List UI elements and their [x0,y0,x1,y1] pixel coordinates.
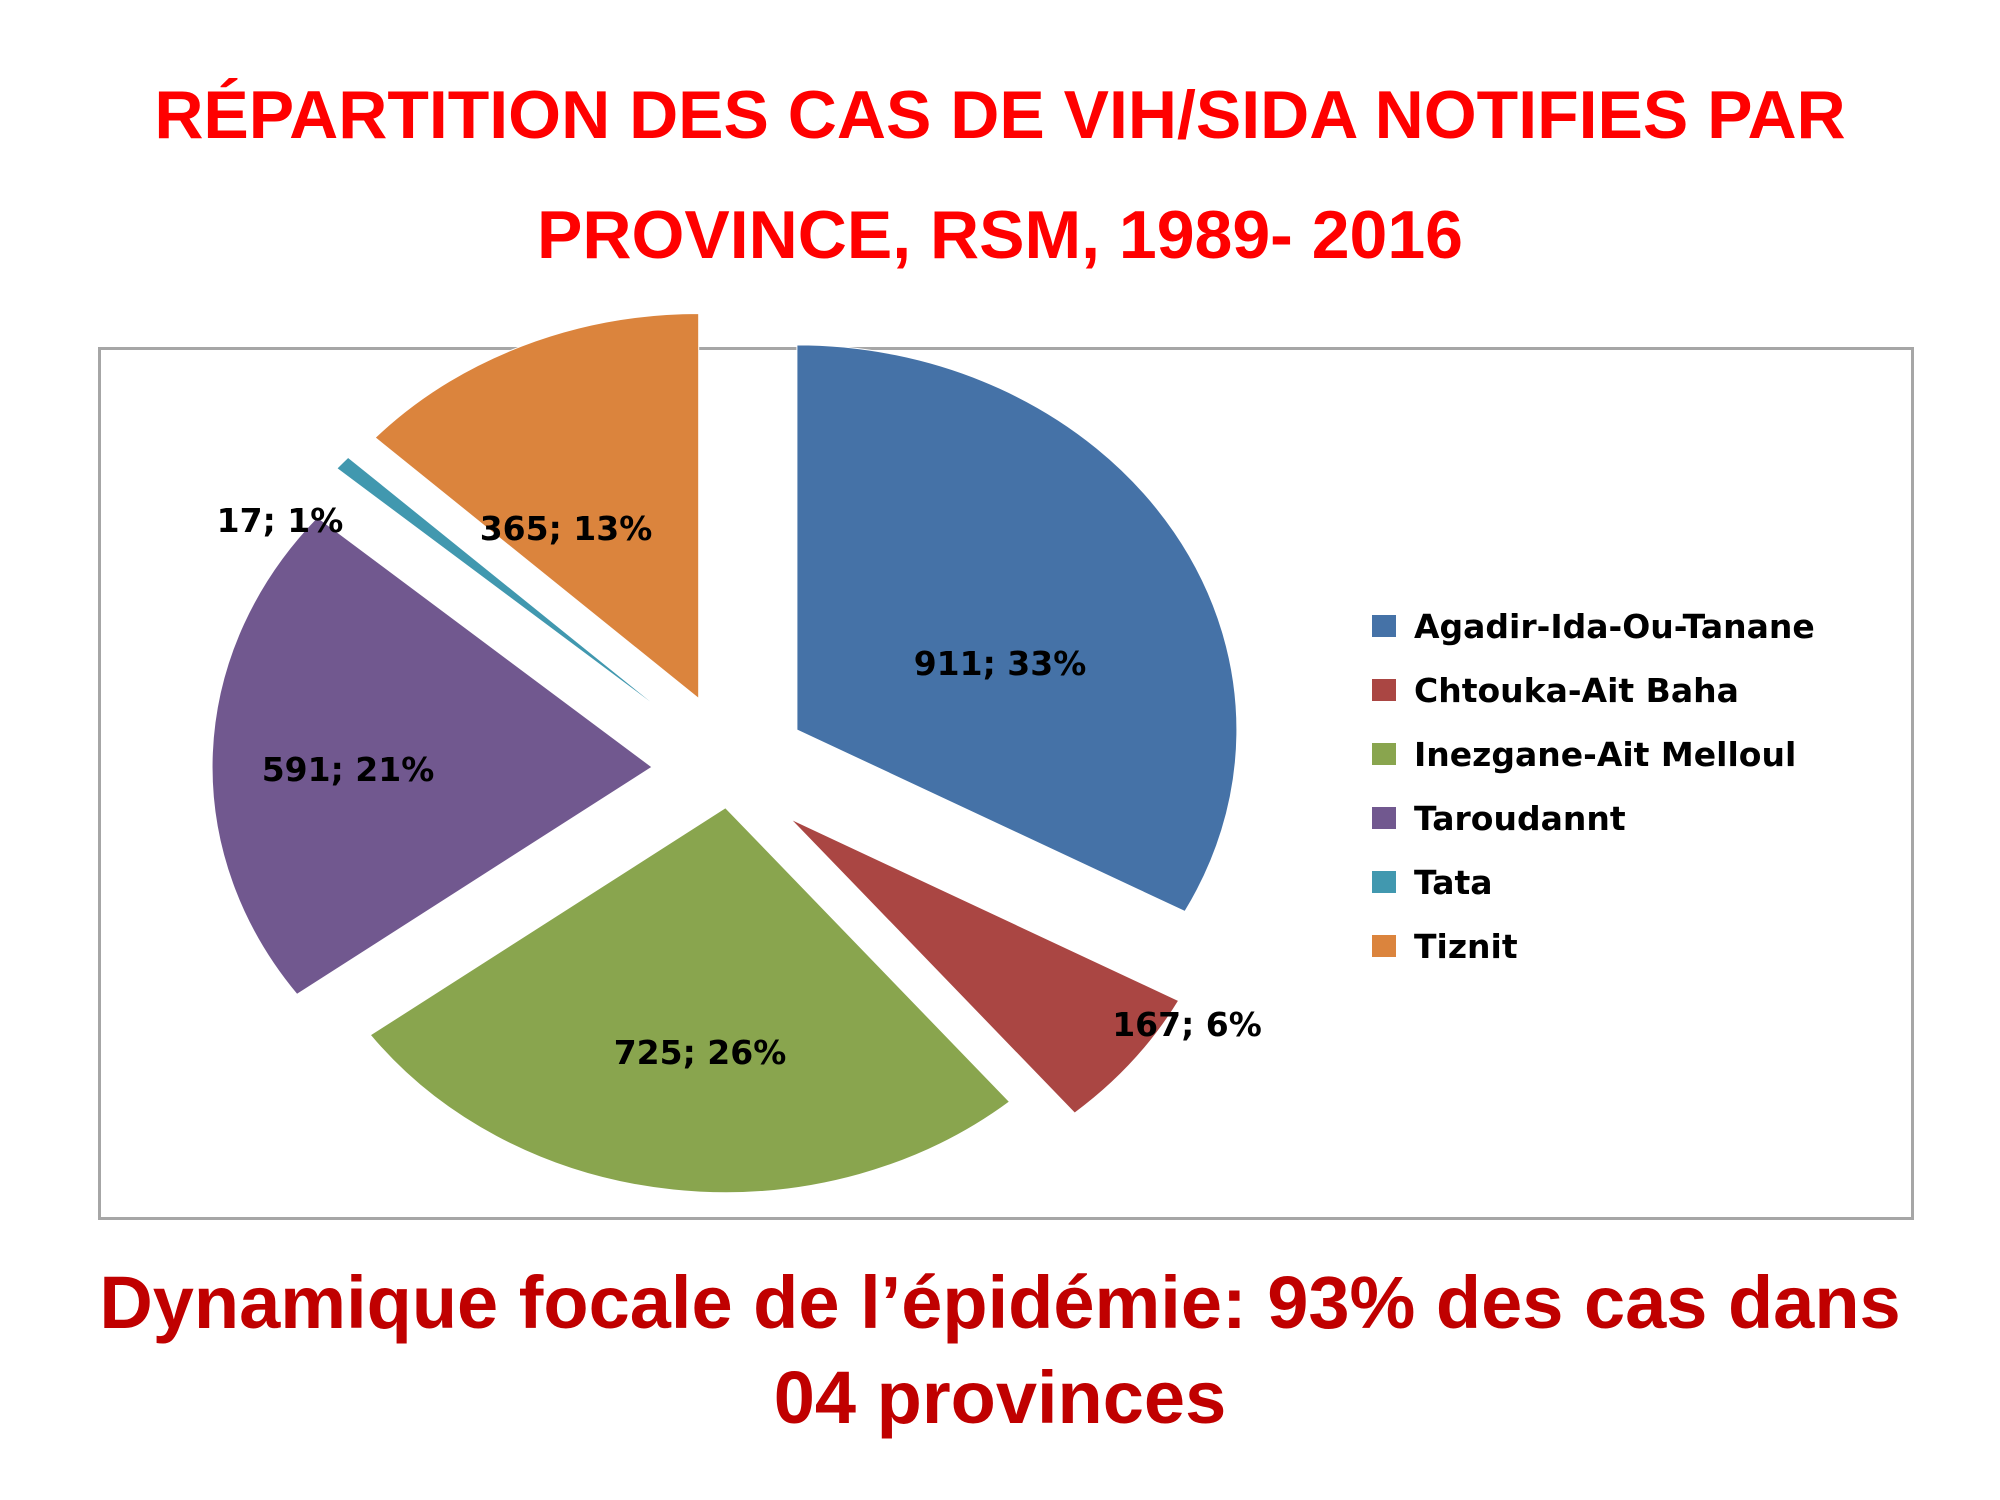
pie-slice-chtouka-ait-baha [790,818,1180,1114]
legend-swatch-tata [1372,871,1396,893]
caption: Dynamique focale de l’épidémie: 93% des … [0,1255,2000,1445]
data-label-tiznit: 365; 13% [480,509,653,548]
legend-label-inezgane-ait-melloul: Inezgane-Ait Melloul [1414,735,1796,774]
chart-title: RÉPARTITION DES CAS DE VIH/SIDA NOTIFIES… [0,55,2000,295]
pie-slice-tiznit [374,313,700,700]
data-label-agadir-ida-ou-tanane: 911; 33% [914,644,1087,683]
data-label-taroudannt: 591; 21% [262,750,435,789]
chart-title-line-2: PROVINCE, RSM, 1989- 2016 [537,197,1463,273]
pie-data-labels: 911; 33% 167; 6% 725; 26% 591; 21% 17; 1% 365… [217,501,1262,1072]
legend-label-taroudannt: Taroudannt [1414,799,1626,838]
legend-label-tiznit: Tiznit [1414,927,1518,966]
data-label-chtouka-ait-baha: 167; 6% [1112,1005,1262,1044]
data-label-inezgane-ait-melloul: 725; 26% [614,1033,787,1072]
caption-line-1: Dynamique focale de l’épidémie: 93% des … [99,1261,1901,1344]
chart-title-line-1: RÉPARTITION DES CAS DE VIH/SIDA NOTIFIES… [154,77,1846,153]
pie-slice-agadir-ida-ou-tanane [796,344,1238,913]
pie-slice-inezgane-ait-melloul [369,807,1011,1194]
caption-line-2: 04 provinces [773,1356,1227,1439]
pie-slices [211,313,1238,1194]
legend-swatch-tiznit [1372,935,1396,957]
legend-label-agadir-ida-ou-tanane: Agadir-Ida-Ou-Tanane [1414,607,1815,646]
legend-swatch-agadir-ida-ou-tanane [1372,615,1396,637]
pie-slice-taroudannt [211,516,653,996]
legend-swatch-inezgane-ait-melloul [1372,743,1396,765]
legend-label-tata: Tata [1414,863,1493,902]
legend-label-chtouka-ait-baha: Chtouka-Ait Baha [1414,671,1739,710]
pie-slice-tata [336,456,672,719]
legend: Agadir-Ida-Ou-Tanane Chtouka-Ait Baha Inez… [1372,607,1815,966]
legend-swatch-chtouka-ait-baha [1372,679,1396,701]
legend-swatch-taroudannt [1372,807,1396,829]
data-label-tata: 17; 1% [217,501,344,540]
